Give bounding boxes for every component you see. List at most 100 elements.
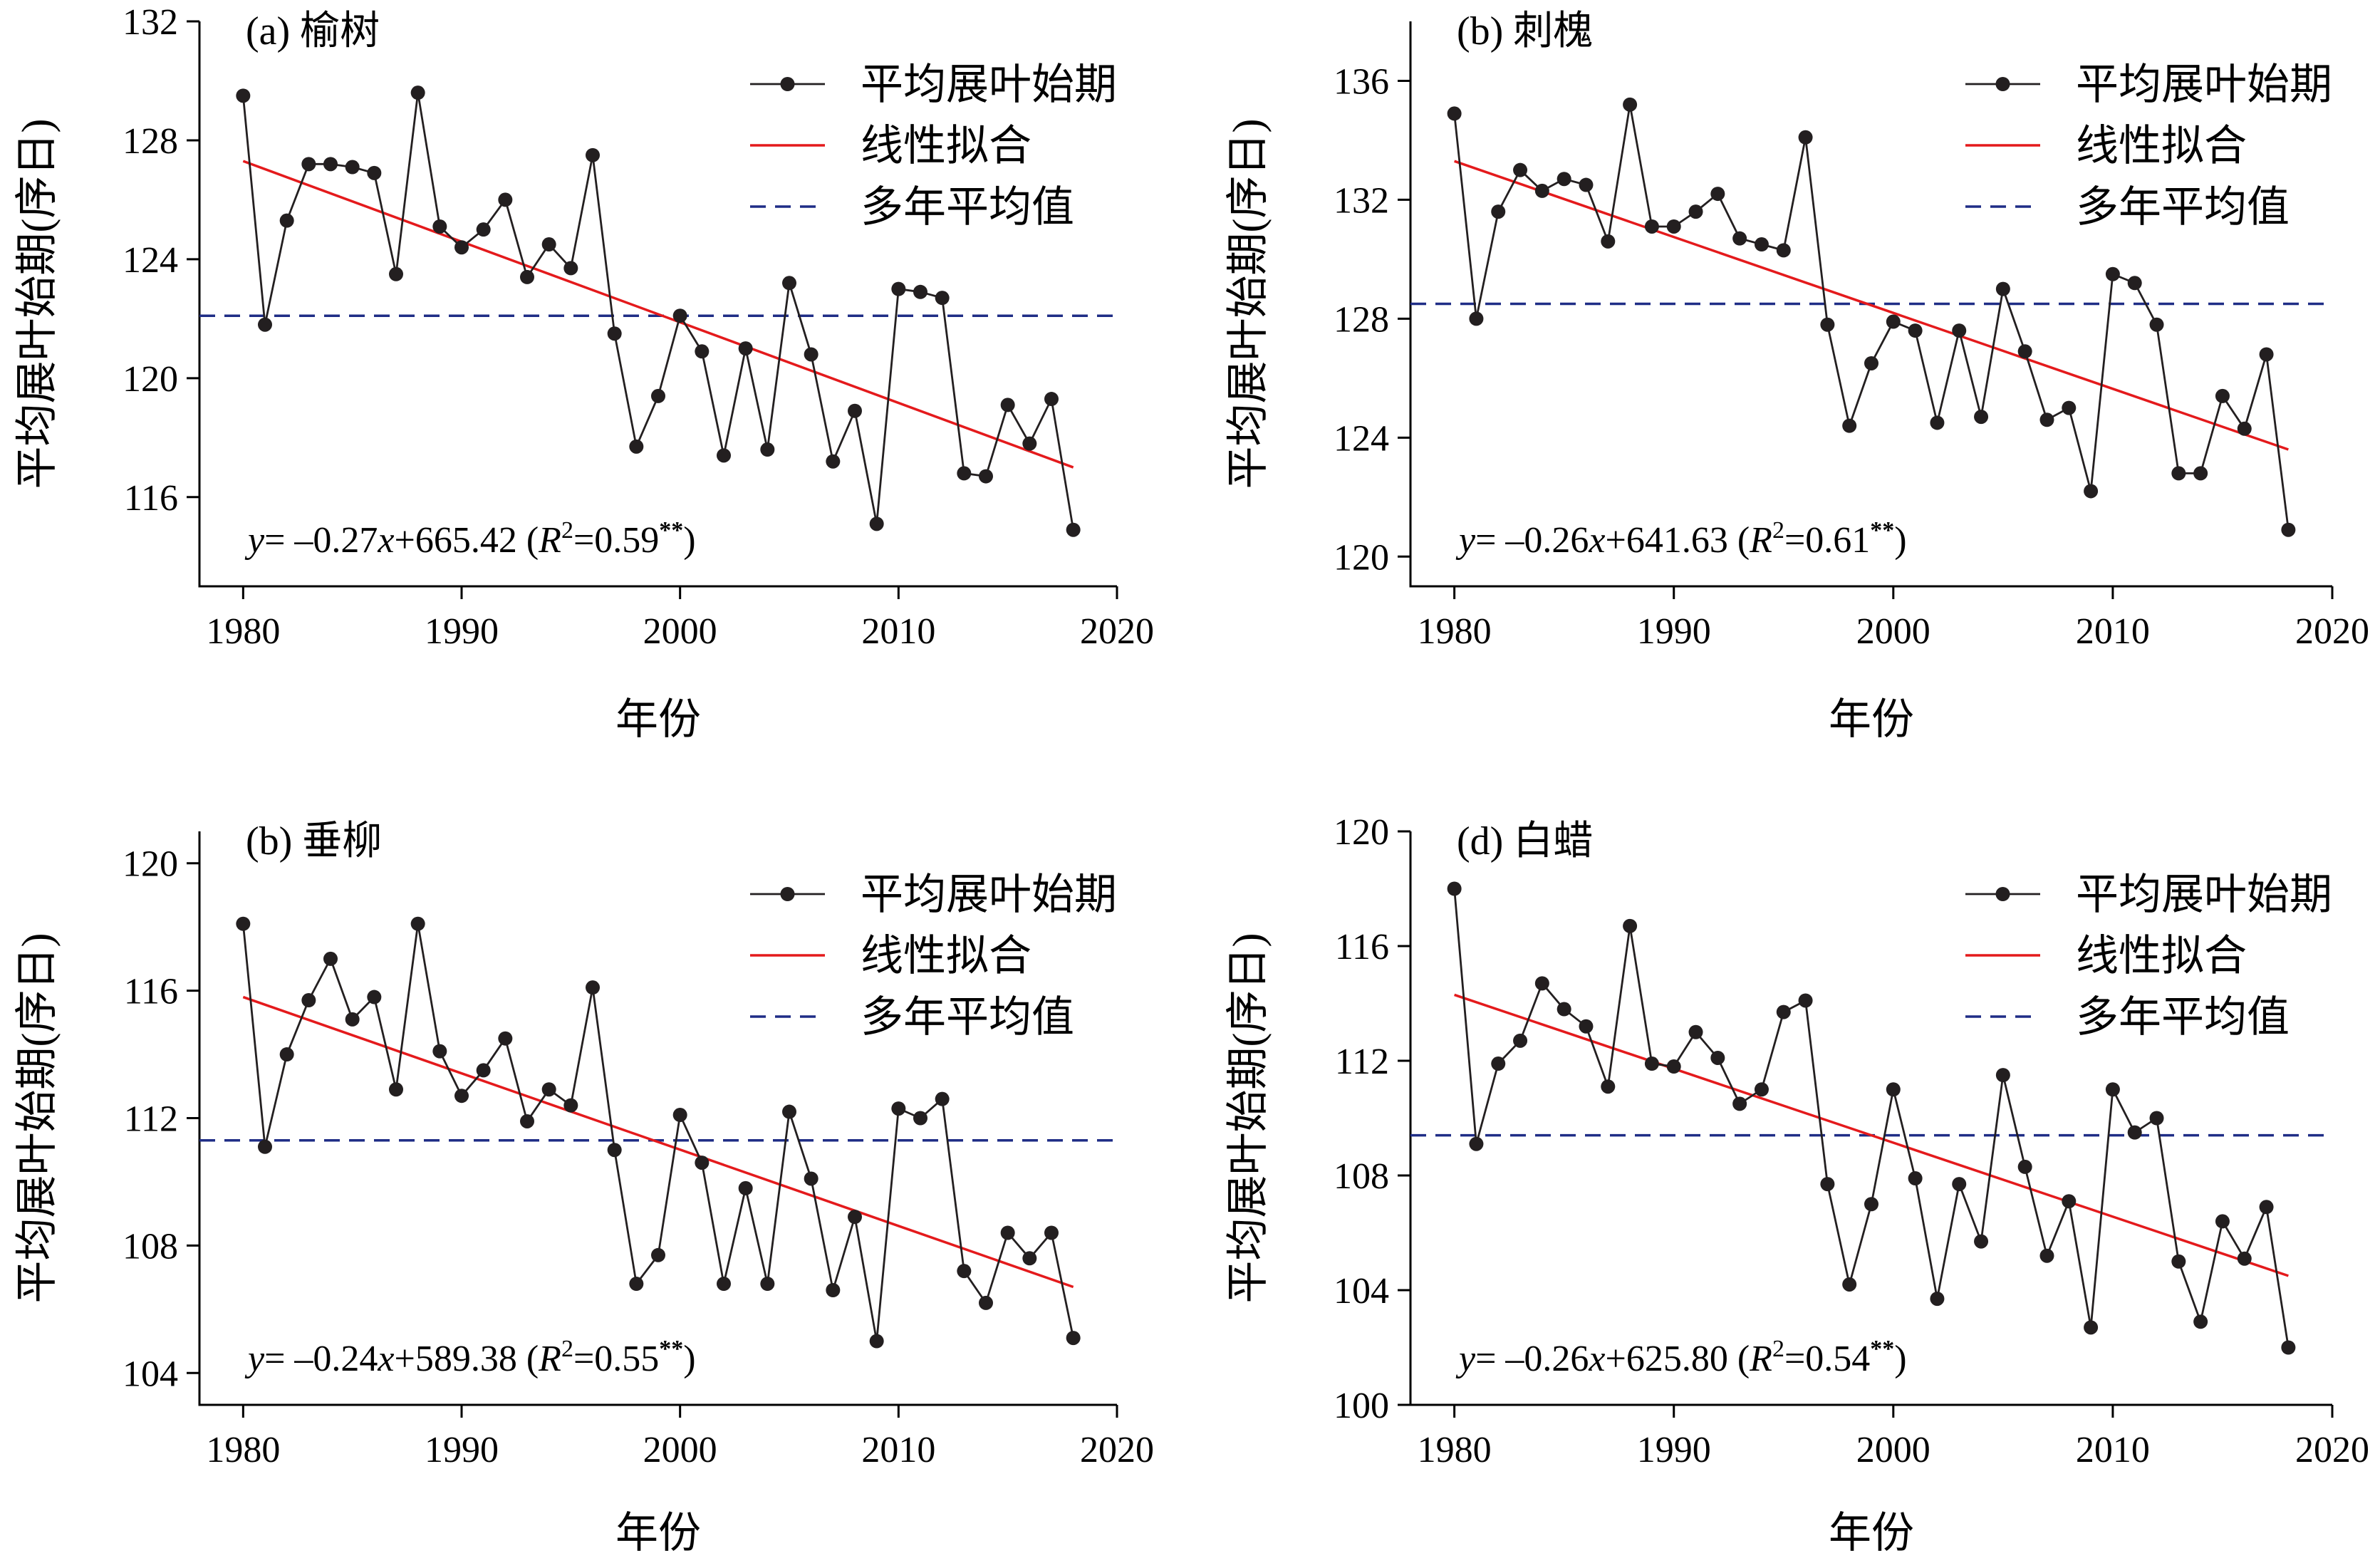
data-point xyxy=(432,1044,447,1059)
regression-equation: y= –0.27x+665.42 (R2=0.59**) xyxy=(244,517,696,561)
fit-line xyxy=(1454,993,2289,1277)
equation-significance: ** xyxy=(659,517,683,544)
equation-y: y xyxy=(1455,520,1476,561)
data-point xyxy=(323,157,338,172)
data-point xyxy=(1908,1171,1923,1186)
equation-r2-value: =0.61 xyxy=(1784,520,1870,561)
data-point xyxy=(2062,400,2077,415)
equation-significance: ** xyxy=(1870,1336,1894,1362)
x-tick-label: 2000 xyxy=(643,611,717,652)
data-point xyxy=(1044,1225,1059,1240)
x-tick-label: 2010 xyxy=(2076,1430,2150,1470)
data-point xyxy=(236,88,251,103)
equation-y: y xyxy=(244,520,265,561)
data-point xyxy=(1447,106,1462,121)
data-point xyxy=(1623,918,1638,933)
data-point xyxy=(1000,398,1015,412)
data-point xyxy=(498,192,513,207)
x-tick-label: 2010 xyxy=(861,1430,935,1470)
legend-entry: 平均展叶始期 xyxy=(861,871,1117,918)
data-point xyxy=(323,951,338,966)
legend-entry: 多年平均值 xyxy=(2076,994,2290,1041)
y-tick-label: 128 xyxy=(1334,299,1389,340)
regression-equation: y= –0.26x+625.80 (R2=0.54**) xyxy=(1455,1336,1907,1379)
axis-lines xyxy=(198,831,1117,1406)
legend-entry: 多年平均值 xyxy=(2076,184,2290,231)
x-tick-label: 1980 xyxy=(206,611,280,652)
equation-superscript: 2 xyxy=(561,517,573,544)
data-point xyxy=(913,284,927,299)
x-tick-label: 2000 xyxy=(1856,611,1930,652)
y-tick-label: 100 xyxy=(1334,1386,1389,1426)
data-point xyxy=(1044,392,1059,407)
data-point xyxy=(498,1031,513,1046)
y-tick-label: 108 xyxy=(1334,1156,1389,1197)
data-point xyxy=(2215,388,2230,403)
data-point xyxy=(1995,1068,2010,1083)
equation-intercept: +625.80 ( xyxy=(1606,1339,1750,1379)
data-point xyxy=(1776,1004,1791,1019)
data-point xyxy=(1688,204,1703,219)
data-point xyxy=(2084,484,2099,499)
data-point xyxy=(760,442,775,457)
data-point xyxy=(935,1091,950,1106)
axis-lines xyxy=(198,21,1117,588)
y-axis-label: 平均展叶始期(序日) xyxy=(1225,119,1272,489)
data-point xyxy=(629,439,644,454)
data-point xyxy=(1534,183,1549,198)
x-axis-label: 年份 xyxy=(1829,696,1914,743)
data-point xyxy=(389,266,403,281)
data-point xyxy=(236,916,251,931)
data-point xyxy=(1623,97,1638,112)
data-point xyxy=(1798,130,1813,145)
data-point xyxy=(1666,219,1681,234)
data-point xyxy=(2237,421,2252,436)
series-line xyxy=(241,923,1075,1342)
data-point xyxy=(2259,347,2274,362)
data-point xyxy=(826,1283,841,1297)
x-axis-label: 年份 xyxy=(615,696,701,743)
data-point xyxy=(782,1104,796,1119)
data-point xyxy=(2171,466,2186,481)
data-point xyxy=(454,240,469,255)
equation-intercept: +589.38 ( xyxy=(395,1339,539,1379)
x-axis-label: 年份 xyxy=(615,1510,701,1557)
data-point xyxy=(1974,410,1989,425)
data-point xyxy=(979,1295,993,1310)
data-point xyxy=(651,1247,665,1262)
data-point xyxy=(891,281,906,296)
equation-r2-value: =0.59 xyxy=(573,520,659,561)
x-tick-label: 1980 xyxy=(1418,1430,1492,1470)
legend-entry: 线性拟合 xyxy=(861,123,1031,170)
data-point xyxy=(2127,1125,2142,1140)
x-tick-label: 2010 xyxy=(2076,611,2150,652)
data-point xyxy=(782,276,796,291)
data-point xyxy=(760,1277,775,1292)
x-tick-label: 1980 xyxy=(206,1430,280,1470)
equation-close: ) xyxy=(1894,520,1906,561)
data-point xyxy=(410,916,425,931)
legend-entry: 平均展叶始期 xyxy=(2076,61,2332,108)
data-point xyxy=(1447,881,1462,896)
x-tick-label: 1980 xyxy=(1418,611,1492,652)
regression-equation: y= –0.26x+641.63 (R2=0.61**) xyxy=(1455,517,1907,561)
y-tick-label: 132 xyxy=(123,2,178,43)
x-tick-label: 1990 xyxy=(1637,1430,1711,1470)
equation-superscript: 2 xyxy=(1772,1336,1784,1362)
data-point xyxy=(432,219,447,234)
data-point xyxy=(520,1113,534,1128)
data-point xyxy=(2193,1314,2208,1329)
data-point xyxy=(2281,522,2296,537)
data-point xyxy=(586,980,600,995)
y-tick-label: 120 xyxy=(1334,537,1389,578)
y-tick-label: 104 xyxy=(123,1354,178,1394)
data-point xyxy=(345,1012,360,1027)
data-point xyxy=(2259,1200,2274,1215)
equation-close: ) xyxy=(683,520,695,561)
data-point xyxy=(804,1171,818,1186)
data-point xyxy=(476,222,491,237)
data-point xyxy=(2105,266,2120,281)
x-tick-label: 1990 xyxy=(425,1430,499,1470)
data-point xyxy=(258,1139,272,1154)
